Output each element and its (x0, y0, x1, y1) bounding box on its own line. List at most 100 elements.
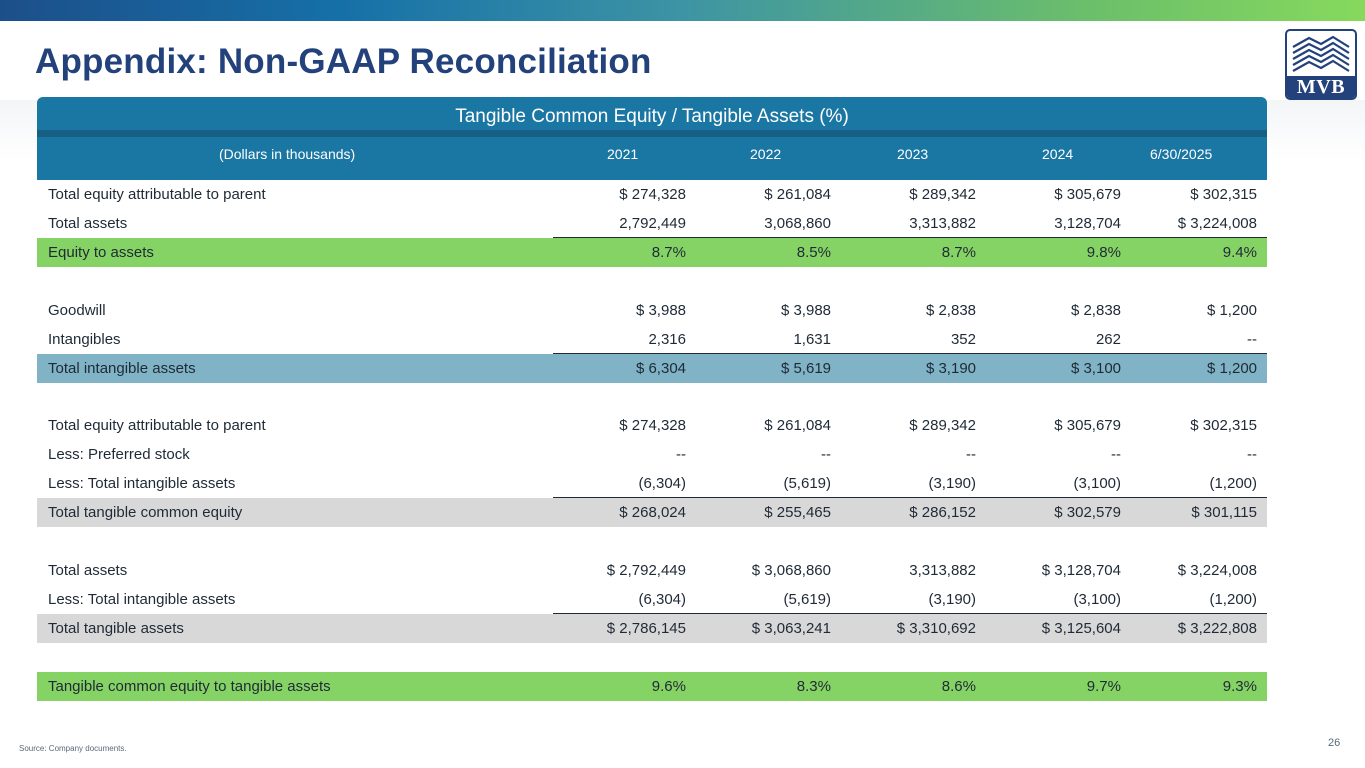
subtotal-rule (553, 613, 1267, 614)
highlight-row-tangible-common-equity: Total tangible common equity $ 268,024 $… (37, 498, 1267, 527)
cell-ytd: (1,200) (1209, 475, 1257, 492)
header-year-2021: 2021 (607, 146, 639, 162)
cell-2023: 352 (950, 331, 976, 348)
cell-ytd: -- (1247, 331, 1257, 348)
cell-ytd: $ 1,200 (1206, 360, 1257, 377)
cell-ytd: (1,200) (1209, 591, 1257, 608)
cell-2022: (5,619) (783, 591, 831, 608)
cell-ytd: $ 3,222,808 (1177, 620, 1257, 637)
cell-ytd: $ 302,315 (1190, 417, 1257, 434)
cell-2023: $ 286,152 (909, 504, 976, 521)
cell-2021: 2,792,449 (619, 215, 686, 232)
cell-ytd: 9.4% (1222, 244, 1257, 261)
cell-2022: $ 261,084 (764, 417, 831, 434)
row-label: Equity to assets (48, 244, 154, 261)
cell-2024: $ 305,679 (1054, 417, 1121, 434)
subtotal-rule (553, 237, 1267, 238)
row-label: Less: Preferred stock (48, 446, 190, 463)
table-row: Less: Total intangible assets (6,304) (5… (37, 469, 1267, 498)
cell-2023: $ 2,838 (925, 302, 976, 319)
cell-2021: 2,316 (648, 331, 686, 348)
cell-2022: $ 255,465 (764, 504, 831, 521)
cell-2021: $ 2,786,145 (606, 620, 686, 637)
page-title: Appendix: Non-GAAP Reconciliation (35, 42, 652, 81)
cell-ytd: 9.3% (1222, 678, 1257, 695)
cell-2024: $ 3,125,604 (1041, 620, 1121, 637)
header-year-ytd: 6/30/2025 (1150, 146, 1213, 162)
cell-2021: $ 268,024 (619, 504, 686, 521)
row-label: Total assets (48, 562, 128, 579)
cell-2024: (3,100) (1073, 591, 1121, 608)
table-row: Total assets 2,792,449 3,068,860 3,313,8… (37, 209, 1267, 238)
cell-ytd: $ 301,115 (1191, 504, 1257, 521)
table-row: Total assets $ 2,792,449 $ 3,068,860 3,3… (37, 556, 1267, 585)
cell-2023: 3,313,882 (909, 562, 976, 579)
row-label: Less: Total intangible assets (48, 475, 236, 492)
row-label: Total equity attributable to parent (48, 417, 266, 434)
cell-2021: $ 274,328 (619, 186, 686, 203)
banner-shadow (37, 130, 1267, 138)
highlight-row-tangible-assets: Total tangible assets $ 2,786,145 $ 3,06… (37, 614, 1267, 643)
cell-2021: 9.6% (651, 678, 686, 695)
highlight-row-total-intangibles: Total intangible assets $ 6,304 $ 5,619 … (37, 354, 1267, 383)
table-row: Intangibles 2,316 1,631 352 262 -- (37, 325, 1267, 354)
header-year-2023: 2023 (897, 146, 929, 162)
cell-2022: 8.3% (796, 678, 831, 695)
table-row: Total equity attributable to parent $ 27… (37, 180, 1267, 209)
cell-2021: $ 2,792,449 (606, 562, 686, 579)
cell-2023: 3,313,882 (909, 215, 976, 232)
cell-2023: -- (966, 446, 976, 463)
row-label: Total intangible assets (48, 360, 196, 377)
cell-2024: $ 2,838 (1070, 302, 1121, 319)
cell-2023: 8.6% (941, 678, 976, 695)
cell-2021: (6,304) (638, 475, 686, 492)
cell-2024: $ 3,128,704 (1041, 562, 1121, 579)
cell-2022: $ 5,619 (780, 360, 831, 377)
cell-2024: -- (1111, 446, 1121, 463)
cell-2023: 8.7% (941, 244, 976, 261)
row-label: Total assets (48, 215, 128, 232)
highlight-row-tce-ratio: Tangible common equity to tangible asset… (37, 672, 1267, 701)
cell-2024: 262 (1095, 331, 1121, 348)
header-unit: (Dollars in thousands) (219, 146, 356, 162)
row-label: Goodwill (48, 302, 106, 319)
table-row: Less: Preferred stock -- -- -- -- -- (37, 440, 1267, 469)
subtotal-rule (553, 497, 1267, 498)
cell-2024: (3,100) (1073, 475, 1121, 492)
cell-ytd: $ 3,224,008 (1177, 562, 1257, 579)
mountain-icon (1292, 35, 1350, 72)
cell-2022: $ 3,988 (780, 302, 831, 319)
cell-ytd: $ 302,315 (1190, 186, 1257, 203)
row-label: Less: Total intangible assets (48, 591, 236, 608)
cell-2024: $ 3,100 (1070, 360, 1121, 377)
table-row: Less: Total intangible assets (6,304) (5… (37, 585, 1267, 614)
table-row: Total equity attributable to parent $ 27… (37, 411, 1267, 440)
cell-2021: $ 6,304 (635, 360, 686, 377)
cell-2024: $ 302,579 (1054, 504, 1121, 521)
cell-2024: 9.7% (1086, 678, 1121, 695)
top-gradient-bar (0, 0, 1365, 21)
cell-2024: 9.8% (1086, 244, 1121, 261)
cell-2024: 3,128,704 (1054, 215, 1121, 232)
cell-ytd: $ 1,200 (1206, 302, 1257, 319)
highlight-row-equity-to-assets: Equity to assets 8.7% 8.5% 8.7% 9.8% 9.4… (37, 238, 1267, 267)
source-note: Source: Company documents. (19, 744, 127, 753)
cell-2022: $ 3,068,860 (751, 562, 831, 579)
cell-2021: -- (676, 446, 686, 463)
cell-2022: -- (821, 446, 831, 463)
header-year-2024: 2024 (1042, 146, 1074, 162)
cell-2023: (3,190) (928, 591, 976, 608)
cell-2021: $ 274,328 (619, 417, 686, 434)
cell-2021: 8.7% (651, 244, 686, 261)
cell-2023: $ 3,310,692 (896, 620, 976, 637)
cell-2023: $ 289,342 (909, 417, 976, 434)
cell-2022: 8.5% (796, 244, 831, 261)
page-number: 26 (1328, 737, 1341, 749)
row-label: Total tangible assets (48, 620, 184, 637)
cell-ytd: -- (1247, 446, 1257, 463)
cell-2023: $ 3,190 (925, 360, 976, 377)
table-header: (Dollars in thousands) 2021 2022 2023 20… (37, 137, 1267, 180)
row-label: Total tangible common equity (48, 504, 243, 521)
header-year-2022: 2022 (750, 146, 782, 162)
cell-2021: (6,304) (638, 591, 686, 608)
